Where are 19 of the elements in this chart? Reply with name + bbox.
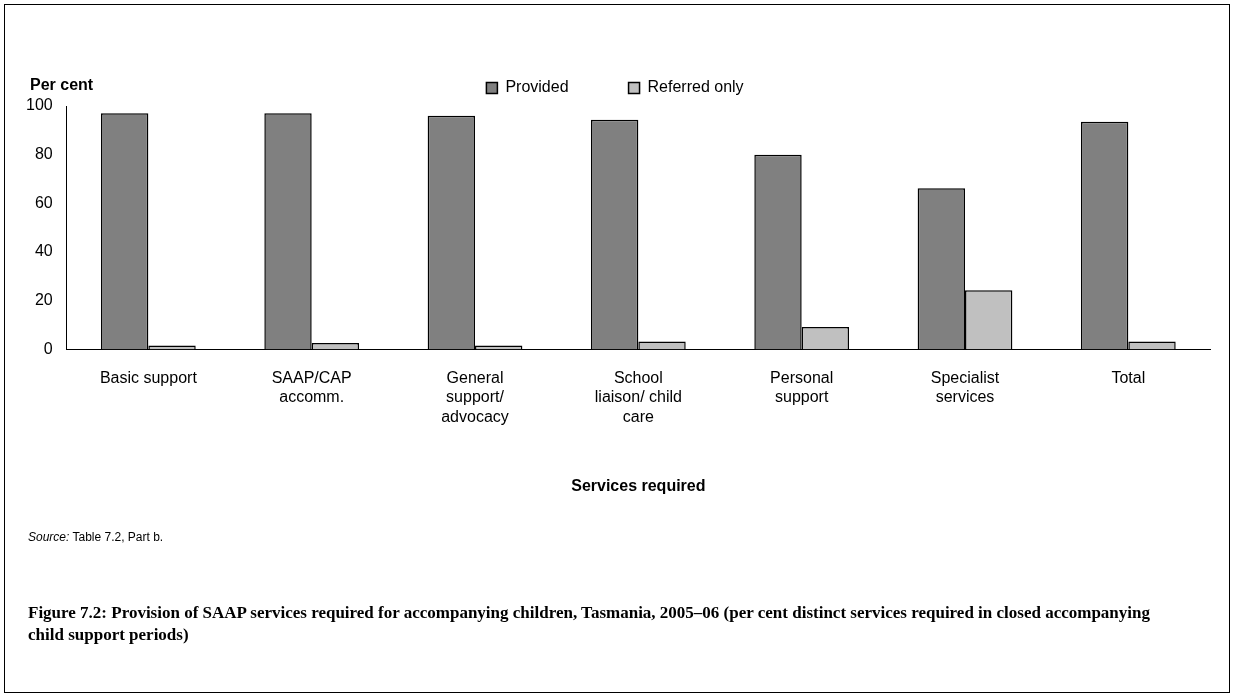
source-note: Source: Table 7.2, Part b. xyxy=(28,530,164,544)
x-tick-label: Personal support xyxy=(770,369,834,406)
y-tick-label: 40 xyxy=(34,242,53,260)
x-tick-label: Total xyxy=(1111,369,1146,387)
legend-label: Provided xyxy=(505,78,569,96)
y-tick-label: 80 xyxy=(34,145,53,163)
y-tick-label: 100 xyxy=(25,96,53,114)
y-tick-label: 20 xyxy=(34,290,53,308)
x-tick-label: Basic support xyxy=(99,369,198,387)
x-tick-label: SAAP/CAP accomm. xyxy=(271,369,352,406)
y-tick-label: 0 xyxy=(43,339,53,357)
x-tick-label: Specialist services xyxy=(930,369,1000,406)
x-axis-title: Services required xyxy=(571,476,706,494)
text: Figure 7.2: Provision of SAAP services required for accompanying children, Tasmania, 2005–06 (per cent distinct services required in closed accompanying child support periods) xyxy=(28,602,1151,646)
y-axis-title: Per cent xyxy=(30,76,94,94)
legend-label: Referred only xyxy=(647,78,744,96)
x-tick-label: School liaison/ child care xyxy=(594,369,682,425)
y-tick-label: 60 xyxy=(34,193,53,211)
x-tick-label: General support/ advocacy xyxy=(441,369,509,425)
